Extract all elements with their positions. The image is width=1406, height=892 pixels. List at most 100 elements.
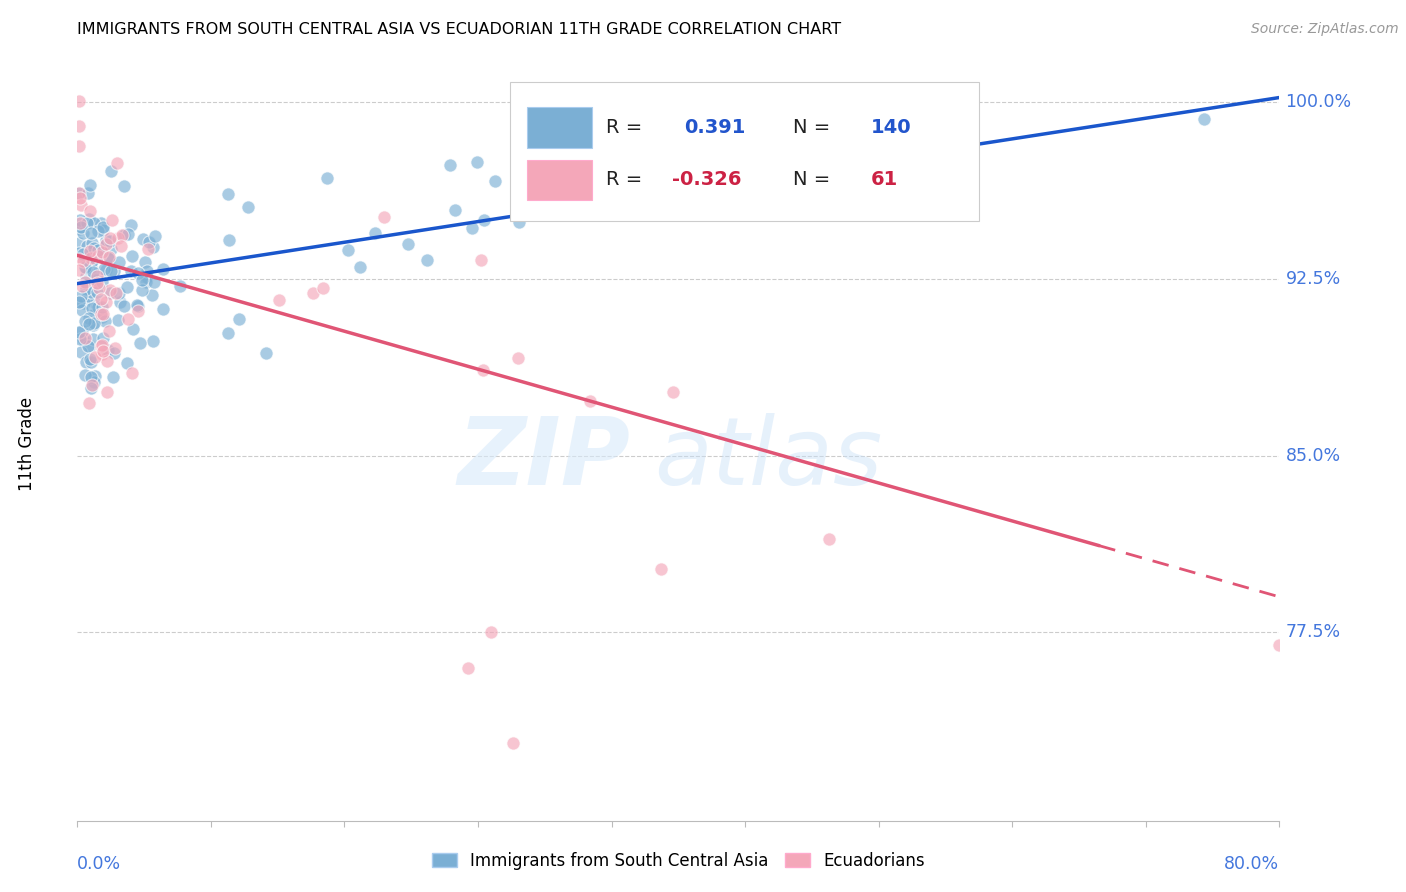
Legend: Immigrants from South Central Asia, Ecuadorians: Immigrants from South Central Asia, Ecua… — [425, 845, 932, 876]
Point — [96, 385, 118, 400]
Point — [105, 155, 128, 169]
Point — [86, 285, 108, 300]
Point — [364, 226, 387, 240]
Text: atlas: atlas — [654, 413, 883, 504]
Point — [67, 235, 90, 250]
Point — [143, 275, 166, 289]
Point — [97, 343, 120, 357]
Point — [152, 262, 174, 277]
Point — [98, 284, 121, 298]
Point — [86, 249, 108, 263]
FancyBboxPatch shape — [510, 82, 979, 221]
Point — [91, 239, 114, 253]
Point — [93, 262, 115, 277]
Point — [83, 216, 105, 230]
Point — [103, 264, 125, 278]
Point — [69, 345, 91, 359]
Point — [136, 242, 159, 256]
Point — [82, 265, 104, 279]
Point — [80, 226, 103, 240]
Point — [373, 211, 395, 225]
Point — [86, 276, 108, 290]
Point — [80, 370, 103, 384]
Point — [96, 262, 118, 277]
Point — [67, 119, 90, 133]
Point — [79, 204, 101, 219]
Point — [143, 229, 166, 244]
Point — [75, 269, 97, 284]
Point — [122, 322, 145, 336]
Text: R =: R = — [606, 170, 643, 189]
Point — [117, 227, 139, 241]
Point — [120, 218, 142, 232]
Point — [75, 282, 97, 296]
Point — [218, 233, 240, 247]
Point — [349, 260, 371, 274]
Point — [131, 283, 153, 297]
Point — [254, 345, 277, 359]
Point — [91, 300, 114, 314]
Point — [315, 171, 337, 186]
Point — [80, 381, 103, 395]
Point — [112, 228, 135, 243]
Point — [108, 294, 131, 309]
Point — [76, 289, 98, 303]
Point — [76, 186, 98, 201]
Text: Source: ZipAtlas.com: Source: ZipAtlas.com — [1251, 22, 1399, 37]
Point — [101, 212, 124, 227]
Point — [69, 198, 91, 212]
Point — [79, 244, 101, 259]
Point — [90, 347, 112, 361]
Point — [1268, 638, 1291, 652]
Point — [90, 338, 112, 352]
Point — [127, 304, 149, 318]
Point — [127, 299, 149, 313]
Point — [77, 278, 100, 293]
Point — [76, 216, 98, 230]
Point — [650, 562, 672, 576]
Point — [91, 223, 114, 237]
Point — [108, 285, 131, 300]
Point — [100, 164, 122, 178]
Point — [91, 310, 114, 324]
Point — [69, 289, 91, 303]
Point — [141, 288, 163, 302]
Point — [83, 350, 105, 364]
Point — [80, 355, 103, 369]
Text: 92.5%: 92.5% — [1285, 270, 1341, 288]
Point — [73, 368, 96, 383]
Point — [86, 273, 108, 287]
Point — [470, 252, 492, 267]
Point — [267, 293, 290, 308]
Point — [94, 295, 117, 310]
Text: 0.0%: 0.0% — [77, 855, 121, 872]
Point — [82, 332, 104, 346]
Text: N =: N = — [793, 170, 830, 189]
Point — [114, 299, 136, 313]
Point — [96, 354, 118, 368]
Point — [112, 179, 135, 194]
Text: 0.391: 0.391 — [685, 118, 745, 136]
Text: 61: 61 — [870, 170, 898, 189]
Text: 100.0%: 100.0% — [1285, 94, 1351, 112]
Point — [83, 241, 105, 255]
Point — [134, 255, 156, 269]
Point — [100, 242, 122, 256]
Point — [70, 219, 93, 234]
Point — [80, 249, 103, 263]
Point — [79, 212, 101, 227]
Point — [82, 236, 104, 251]
Point — [86, 268, 108, 283]
Point — [217, 187, 239, 202]
Point — [336, 244, 359, 258]
Point — [82, 308, 104, 322]
Point — [67, 263, 90, 277]
Point — [75, 261, 97, 276]
Point — [121, 366, 143, 380]
Point — [107, 313, 129, 327]
Point — [508, 351, 530, 366]
Point — [508, 215, 530, 229]
Point — [91, 338, 114, 352]
Point — [91, 220, 114, 235]
Point — [115, 356, 138, 370]
